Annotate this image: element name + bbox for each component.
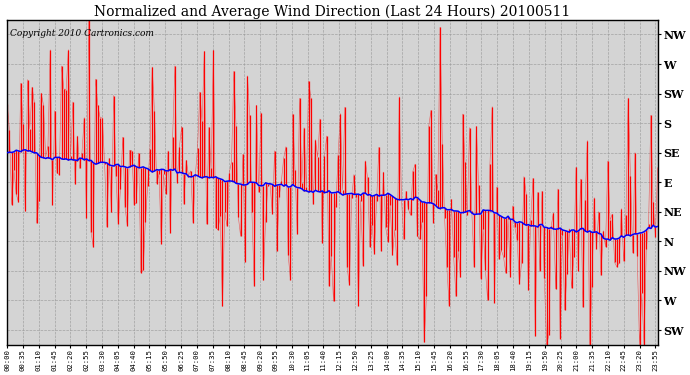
Text: Copyright 2010 Cartronics.com: Copyright 2010 Cartronics.com [10,30,155,39]
Title: Normalized and Average Wind Direction (Last 24 Hours) 20100511: Normalized and Average Wind Direction (L… [95,4,571,18]
